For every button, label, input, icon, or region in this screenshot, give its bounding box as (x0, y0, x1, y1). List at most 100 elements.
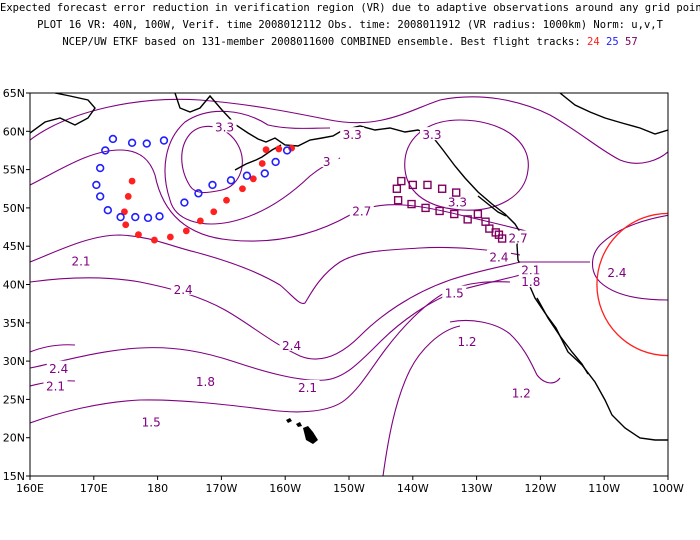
contour-label-bg (193, 373, 218, 387)
track-57-marker (497, 234, 507, 243)
track-24-marker (135, 231, 142, 239)
track-24-marker (262, 146, 270, 154)
track-24-marker (122, 221, 130, 229)
alaska-coast (174, 93, 668, 441)
header-line-1: Expected forecast error reduction in ver… (0, 2, 700, 14)
header-line-3-text: NCEP/UW ETKF based on 131-member 2008011… (62, 36, 581, 48)
contour-label-bg (212, 119, 237, 133)
x-tick-label: 170W (205, 482, 237, 495)
y-tick-label: 30N (3, 355, 25, 368)
track-25-marker (282, 146, 292, 155)
canada-arctic (559, 93, 668, 135)
contour-label-bg (279, 337, 304, 351)
plot-area: 3.33.333.33.32.72.72.42.11.81.51.21.22.4… (30, 93, 668, 476)
track-24-marker (128, 177, 136, 185)
track-24-marker (121, 208, 128, 216)
track-24-marker (223, 196, 230, 204)
x-tick-label: 130W (461, 482, 493, 495)
contour-2-4-sw (30, 344, 76, 353)
x-tick-label: 160W (269, 482, 301, 495)
track-57-marker (450, 209, 459, 219)
contour-label-bg (340, 127, 365, 141)
contour-label-bg (486, 249, 511, 263)
contour-label-bg (455, 333, 480, 347)
track-57-marker (435, 206, 444, 216)
contour-label-bg (43, 378, 68, 392)
track-24-marker (249, 175, 257, 183)
contour-label: 3.3 (343, 128, 362, 142)
contour-2-1 (30, 261, 521, 360)
x-tick-label: 170E (80, 482, 108, 495)
contour-label-bg (604, 265, 629, 279)
track-25-marker (116, 212, 125, 222)
x-tick-label: 160E (16, 482, 44, 495)
contour-3-west (164, 110, 331, 201)
contour-label: 2.1 (46, 379, 65, 393)
baja-california (536, 297, 589, 375)
contour-label-bg (314, 153, 339, 167)
track-24-marker (166, 233, 174, 241)
contour-label-bg (518, 274, 543, 288)
track-25-marker (180, 198, 189, 207)
vancouver-island (477, 195, 507, 217)
track-57-marker (393, 196, 403, 205)
contour-2-4-east (591, 214, 668, 301)
track-24-marker (196, 217, 204, 225)
track-24-marker (210, 208, 218, 216)
map-header: Expected forecast error reduction in ver… (0, 0, 700, 51)
contour-label-bg (69, 253, 94, 267)
contour-label: 3.3 (448, 196, 467, 210)
contour-label: 2.1 (298, 381, 317, 395)
track-24-marker (275, 145, 283, 153)
track-25-marker (155, 212, 164, 221)
contour-label-bg (295, 379, 320, 393)
track-24-marker (182, 227, 190, 235)
contour-label-bg (349, 203, 374, 217)
contour-label-bg (46, 360, 71, 374)
x-tick-label: 150W (333, 482, 365, 495)
track-24-marker (124, 193, 132, 200)
track-25-marker (131, 212, 140, 222)
track-25-marker (242, 171, 252, 180)
y-tick-label: 65N (3, 87, 25, 100)
contour-label: 1.5 (142, 415, 161, 429)
track-57-marker (392, 184, 402, 193)
y-tick-label: 45N (3, 240, 25, 253)
contour-label: 1.8 (521, 275, 540, 289)
track-25-marker (226, 176, 236, 185)
track-25-marker (208, 180, 217, 190)
contour-label: 2.4 (49, 362, 68, 376)
y-tick-label: 15N (3, 470, 25, 483)
track-57-label: 57 (625, 36, 638, 48)
track-25-marker (95, 163, 105, 173)
contour-label: 2.4 (489, 251, 508, 265)
contour-label-bg (518, 262, 543, 276)
track-24-marker (151, 236, 158, 244)
track-25-marker (194, 189, 203, 198)
y-tick-label: 25N (3, 393, 25, 406)
x-tick-label: 100W (652, 482, 684, 495)
track-57-marker (421, 203, 430, 213)
contour-label: 3 (323, 155, 331, 169)
x-tick-label: 180 (147, 482, 168, 495)
y-axis: 15N 20N 25N 30N 35N 40N 45N 50N 55N 60N 65N (3, 87, 30, 483)
track-24-marker (258, 160, 266, 167)
contour-label-bg (445, 194, 470, 208)
track-57-marker (437, 184, 447, 193)
coastlines (30, 93, 668, 441)
track-57-marker (473, 209, 483, 219)
x-tick-label: 140W (397, 482, 429, 495)
track-57-marker (423, 180, 432, 190)
track-25-label: 25 (606, 36, 619, 48)
contour-2-4 (30, 234, 521, 305)
x-tick-label: 120W (524, 482, 556, 495)
contour-3-3-east-closed (404, 119, 529, 211)
contour-label: 2.1 (71, 255, 90, 269)
hawaii-islands (286, 418, 318, 444)
contour-labels: 3.33.333.33.32.72.72.42.11.81.51.21.22.4… (43, 119, 629, 429)
islands (286, 418, 318, 444)
track-25-marker (101, 146, 110, 155)
y-tick-label: 40N (3, 279, 25, 292)
contour-label-bg (139, 414, 164, 428)
